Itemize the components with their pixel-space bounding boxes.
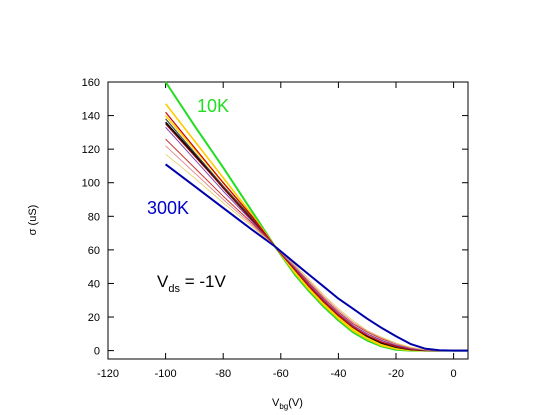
- x-tick-label: -40: [330, 368, 346, 380]
- annotation-vds-sub: ds: [168, 283, 180, 295]
- y-tick-label: 20: [88, 312, 100, 324]
- x-axis-ticks: -120 -100 -80 -60 -40 -20 0: [97, 82, 457, 380]
- y-tick-label: 40: [88, 278, 100, 290]
- annotation-vds: Vds = -1V: [157, 272, 226, 295]
- annotation-300k: 300K: [147, 198, 189, 218]
- y-tick-label: 120: [82, 144, 100, 156]
- series-line: [165, 111, 468, 352]
- series-line: [164, 103, 468, 352]
- plot-frame: [107, 81, 469, 360]
- x-axis-label-main: V: [272, 397, 280, 409]
- y-axis-ticks: 0 20 40 60 80 100 120 140 160: [82, 77, 468, 358]
- series-line: [165, 123, 468, 352]
- series-line: [164, 163, 468, 352]
- y-tick-label: 0: [94, 346, 100, 358]
- y-tick-label: 160: [82, 77, 100, 89]
- x-tick-label: -20: [388, 368, 404, 380]
- y-tick-label: 100: [82, 178, 100, 190]
- x-tick-label: -100: [155, 368, 177, 380]
- y-tick-label: 80: [88, 211, 100, 223]
- series-line: [165, 118, 468, 352]
- annotation-vds-main: V: [157, 272, 169, 291]
- x-axis-label-unit: (V): [288, 397, 303, 409]
- y-tick-label: 140: [82, 111, 100, 123]
- series-lines: [164, 81, 468, 352]
- x-tick-label: -120: [97, 368, 119, 380]
- x-axis-label-sub: bg: [279, 402, 288, 411]
- annotation-10k: 10K: [197, 96, 229, 116]
- series-line: [165, 121, 468, 352]
- y-tick-label: 60: [88, 245, 100, 257]
- y-axis-label: σ (uS): [27, 205, 39, 236]
- series-line: [165, 145, 468, 352]
- x-tick-label: 0: [451, 368, 457, 380]
- x-tick-label: -80: [215, 368, 231, 380]
- series-line: [164, 81, 468, 352]
- x-tick-label: -60: [273, 368, 289, 380]
- annotation-vds-rest: = -1V: [180, 272, 226, 291]
- series-line: [165, 138, 468, 352]
- x-axis-label: Vbg(V): [272, 397, 303, 411]
